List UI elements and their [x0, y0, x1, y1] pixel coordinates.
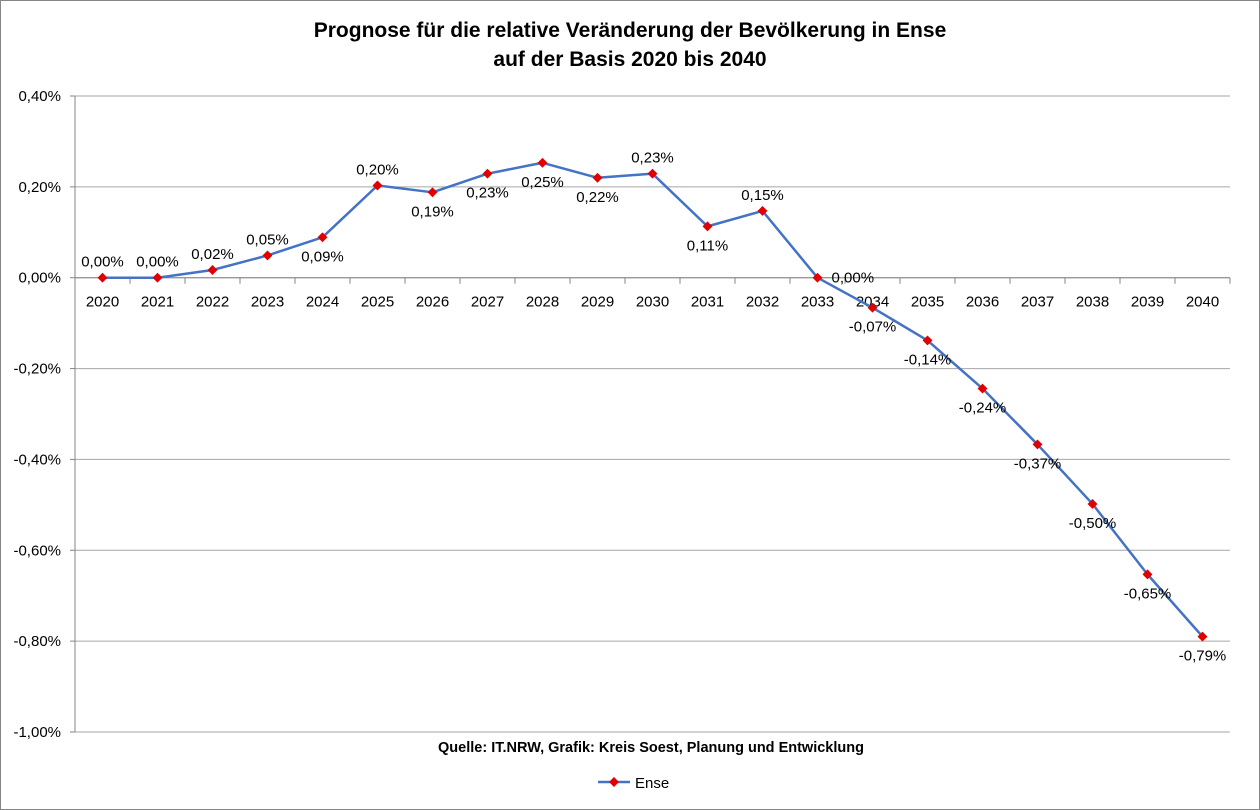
x-tick-label: 2024 [306, 294, 339, 311]
y-tick-label: 0,20% [18, 179, 61, 196]
x-tick-label: 2025 [361, 294, 394, 311]
x-tick-label: 2026 [416, 294, 449, 311]
x-tick-label: 2031 [691, 294, 724, 311]
data-label: 0,00% [136, 254, 179, 271]
data-label: -0,14% [904, 351, 952, 368]
legend-marker [609, 777, 619, 787]
y-tick-label: -0,60% [13, 542, 61, 559]
data-label: 0,25% [521, 174, 564, 191]
x-tick-label: 2030 [636, 294, 669, 311]
y-tick-label: 0,00% [18, 270, 61, 287]
data-point [1087, 498, 1098, 509]
data-point [97, 272, 108, 283]
data-label: 0,15% [741, 187, 784, 204]
data-point [1032, 439, 1043, 450]
data-point [977, 383, 988, 394]
legend-label: Ense [635, 775, 669, 792]
chart-title: Prognose für die relative Veränderung de… [314, 19, 947, 71]
y-axis: 0,40% 0,20% 0,00% -0,20% -0,40% -0,60% -0,80% -… [13, 88, 76, 741]
data-point [317, 232, 328, 243]
data-label: 0,23% [631, 150, 674, 167]
data-label: -0,37% [1014, 455, 1062, 472]
x-tick-label: 2040 [1186, 294, 1219, 311]
title-line-1: Prognose für die relative Veränderung de… [314, 19, 947, 42]
data-label: 0,00% [832, 270, 875, 287]
source-note: Quelle: IT.NRW, Grafik: Kreis Soest, Pla… [438, 740, 864, 756]
data-point [262, 250, 273, 261]
data-label: 0,02% [191, 246, 234, 263]
data-point [702, 221, 713, 232]
data-labels: 0,00% 0,00% 0,02% 0,05% 0,09% 0,20% 0,19% 0,23%… [81, 150, 1226, 665]
x-tick-label: 2039 [1131, 294, 1164, 311]
x-axis: 2020 2021 2022 2023 2024 2025 2026 2027 2028 2029… [74, 277, 1231, 311]
data-point [1197, 631, 1208, 642]
x-tick-label: 2032 [746, 294, 779, 311]
x-tick-label: 2020 [86, 294, 119, 311]
data-point [647, 168, 658, 179]
y-tick-label: -0,20% [13, 361, 61, 378]
data-label: 0,00% [81, 254, 124, 271]
data-label: 0,20% [356, 161, 399, 178]
data-point [592, 172, 603, 183]
data-point [427, 187, 438, 198]
y-tick-label: -0,40% [13, 451, 61, 468]
data-point [207, 265, 218, 275]
data-point [1142, 569, 1153, 580]
x-tick-label: 2034 [856, 294, 889, 311]
data-point [757, 205, 768, 216]
x-tick-label: 2021 [141, 294, 174, 311]
data-point [867, 302, 878, 313]
data-label: 0,19% [411, 203, 454, 220]
x-tick-label: 2023 [251, 294, 284, 311]
series-ense [97, 157, 1208, 642]
gridlines [75, 95, 1230, 733]
title-line-2: auf der Basis 2020 bis 2040 [493, 48, 766, 71]
x-tick-label: 2038 [1076, 294, 1109, 311]
data-label: 0,23% [466, 185, 509, 202]
x-tick-label: 2037 [1021, 294, 1054, 311]
data-label: -0,50% [1069, 515, 1117, 532]
data-label: 0,05% [246, 231, 289, 248]
data-label: 0,22% [576, 189, 619, 206]
data-label: 0,11% [687, 237, 728, 254]
x-tick-label: 2028 [526, 294, 559, 311]
x-tick-label: 2036 [966, 294, 999, 311]
data-point [372, 180, 383, 191]
data-label: -0,24% [959, 400, 1007, 417]
data-point [152, 272, 163, 283]
x-tick-label: 2029 [581, 294, 614, 311]
data-point [922, 335, 933, 346]
y-tick-label: -0,80% [13, 633, 61, 650]
data-point [812, 272, 823, 283]
data-label: 0,09% [301, 248, 344, 265]
x-tick-label: 2027 [471, 294, 504, 311]
y-tick-label: 0,40% [18, 88, 61, 105]
data-label: -0,79% [1179, 648, 1227, 665]
data-point [482, 168, 493, 179]
y-tick-label: -1,00% [13, 724, 61, 741]
data-point [537, 157, 548, 168]
x-tick-label: 2035 [911, 294, 944, 311]
data-label: -0,65% [1124, 585, 1172, 602]
data-label: -0,07% [849, 319, 897, 336]
x-tick-label: 2022 [196, 294, 229, 311]
legend: Ense [598, 775, 669, 792]
x-tick-label: 2033 [801, 294, 834, 311]
